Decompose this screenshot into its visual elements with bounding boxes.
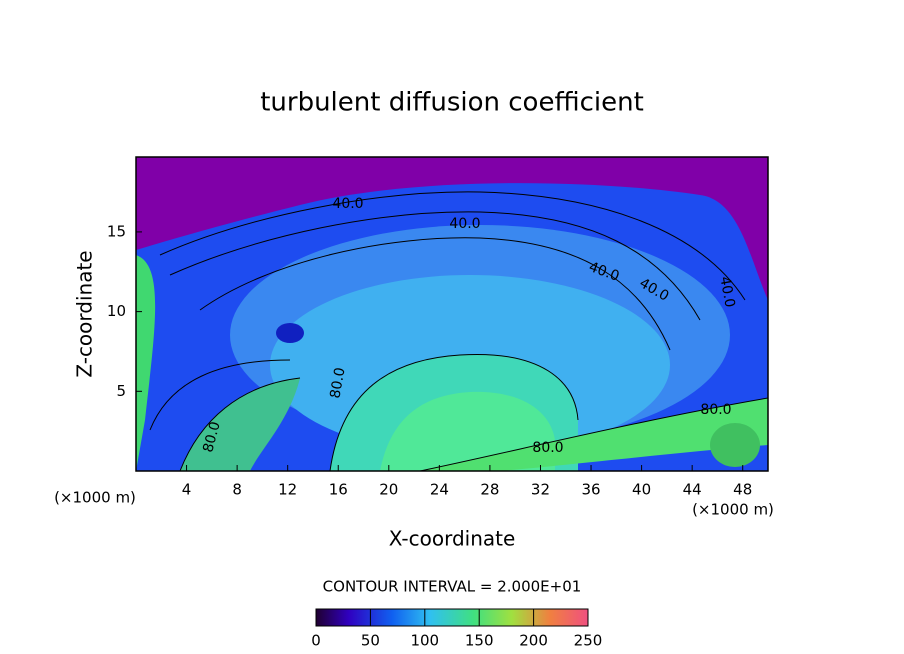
x-tick-label: 44	[683, 481, 702, 499]
x-tick-label: 16	[329, 481, 348, 499]
x-tick-label: 32	[531, 481, 550, 499]
x-tick-label: 36	[581, 481, 600, 499]
x-tick-label: 48	[733, 481, 752, 499]
x-unit-right: (×1000 m)	[692, 501, 774, 519]
contour-label: 80.0	[200, 420, 224, 454]
colorbar-tick-label: 150	[465, 632, 494, 650]
contour-label: 40.0	[449, 216, 480, 232]
colorbar-tick-label: 50	[361, 632, 380, 650]
colorbar-tick-label: 200	[519, 632, 548, 650]
chart-title: turbulent diffusion coefficient	[260, 88, 644, 118]
colorbar-tick-label: 250	[574, 632, 603, 650]
x-tick-label: 40	[632, 481, 651, 499]
x-tick-label: 8	[232, 481, 242, 499]
colorbar-tick-label: 0	[311, 632, 321, 650]
y-tick-label: 10	[107, 302, 126, 320]
y-axis-label: Z-coordinate	[73, 250, 97, 377]
x-unit-left: (×1000 m)	[54, 489, 136, 507]
y-tick-label: 15	[107, 222, 126, 240]
x-tick-label: 28	[480, 481, 499, 499]
x-tick-label: 20	[379, 481, 398, 499]
colorbar-tick-label: 100	[410, 632, 439, 650]
y-tick-label: 5	[116, 382, 126, 400]
plot-frame	[135, 156, 769, 472]
colorbar	[315, 608, 589, 627]
contour-interval: CONTOUR INTERVAL = 2.000E+01	[323, 578, 582, 596]
contour-label: 80.0	[700, 402, 731, 418]
contour-label: 80.0	[327, 366, 348, 399]
x-axis-label: X-coordinate	[389, 527, 516, 551]
contour-label: 80.0	[532, 440, 563, 456]
contour-label: 40.0	[332, 196, 363, 212]
x-tick-label: 4	[182, 481, 192, 499]
x-tick-label: 24	[430, 481, 449, 499]
x-tick-label: 12	[278, 481, 297, 499]
contour-field	[136, 157, 768, 471]
contour-label: 40.0	[716, 275, 737, 308]
